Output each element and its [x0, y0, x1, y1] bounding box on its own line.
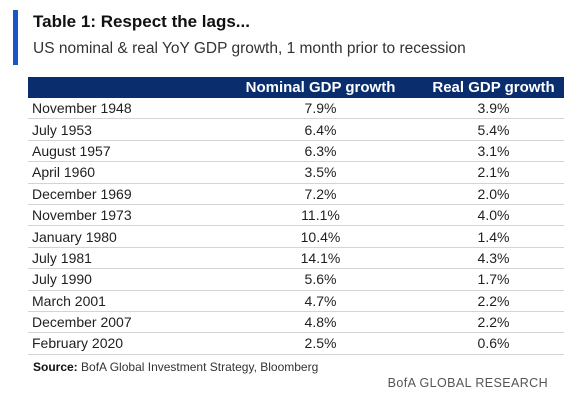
gdp-growth-table: Nominal GDP growth Real GDP growth Novem…: [28, 77, 564, 355]
real-gdp-growth-value: 1.7%: [423, 268, 564, 291]
column-header-real-gdp-growth: Real GDP growth: [423, 77, 564, 98]
table-row: November 1973 11.1% 4.0%: [28, 204, 564, 227]
real-gdp-growth-value: 1.4%: [423, 225, 564, 248]
table-row: July 1990 5.6% 1.7%: [28, 268, 564, 291]
source-label: Source:: [33, 360, 78, 374]
real-gdp-growth-value: 3.1%: [423, 140, 564, 163]
column-header-nominal-gdp-growth: Nominal GDP growth: [218, 77, 423, 98]
nominal-gdp-growth-value: 7.2%: [218, 183, 423, 205]
table-body: November 1948 7.9% 3.9% July 1953 6.4% 5.4% Au…: [28, 98, 564, 355]
table-row: July 1981 14.1% 4.3%: [28, 247, 564, 270]
real-gdp-growth-value: 2.0%: [423, 183, 564, 205]
real-gdp-growth-value: 4.3%: [423, 247, 564, 270]
table-row: April 1960 3.5% 2.1%: [28, 161, 564, 184]
source-note: Source: BofA Global Investment Strategy,…: [33, 360, 318, 374]
row-date: July 1990: [28, 268, 218, 291]
row-date: July 1981: [28, 247, 218, 270]
row-date: December 1969: [28, 183, 218, 205]
row-date: April 1960: [28, 161, 218, 184]
nominal-gdp-growth-value: 14.1%: [218, 247, 423, 270]
table-row: December 1969 7.2% 2.0%: [28, 183, 564, 205]
nominal-gdp-growth-value: 5.6%: [218, 268, 423, 291]
nominal-gdp-growth-value: 6.3%: [218, 140, 423, 163]
nominal-gdp-growth-value: 4.7%: [218, 290, 423, 312]
footer-brand: BofA GLOBAL RESEARCH: [387, 376, 548, 390]
row-date: January 1980: [28, 225, 218, 248]
row-date: March 2001: [28, 290, 218, 312]
table-row: November 1948 7.9% 3.9%: [28, 98, 564, 120]
title-accent-bar: [13, 10, 18, 65]
source-text: BofA Global Investment Strategy, Bloombe…: [81, 360, 319, 374]
nominal-gdp-growth-value: 11.1%: [218, 204, 423, 227]
real-gdp-growth-value: 0.6%: [423, 332, 564, 355]
nominal-gdp-growth-value: 4.8%: [218, 311, 423, 334]
table-row: January 1980 10.4% 1.4%: [28, 225, 564, 248]
table-row: February 2020 2.5% 0.6%: [28, 332, 564, 355]
row-date: August 1957: [28, 140, 218, 163]
real-gdp-growth-value: 5.4%: [423, 118, 564, 141]
row-date: November 1948: [28, 98, 218, 120]
table-row: December 2007 4.8% 2.2%: [28, 311, 564, 334]
nominal-gdp-growth-value: 10.4%: [218, 225, 423, 248]
real-gdp-growth-value: 2.2%: [423, 311, 564, 334]
row-date: November 1973: [28, 204, 218, 227]
real-gdp-growth-value: 3.9%: [423, 98, 564, 120]
nominal-gdp-growth-value: 7.9%: [218, 98, 423, 120]
real-gdp-growth-value: 4.0%: [423, 204, 564, 227]
nominal-gdp-growth-value: 2.5%: [218, 332, 423, 355]
table-row: March 2001 4.7% 2.2%: [28, 290, 564, 312]
real-gdp-growth-value: 2.2%: [423, 290, 564, 312]
nominal-gdp-growth-value: 6.4%: [218, 118, 423, 141]
real-gdp-growth-value: 2.1%: [423, 161, 564, 184]
table-header-row: Nominal GDP growth Real GDP growth: [28, 77, 564, 98]
nominal-gdp-growth-value: 3.5%: [218, 161, 423, 184]
row-date: February 2020: [28, 332, 218, 355]
column-header-date: [28, 77, 218, 98]
table-header: Nominal GDP growth Real GDP growth: [28, 77, 564, 98]
table-subtitle: US nominal & real YoY GDP growth, 1 mont…: [33, 40, 466, 57]
table-row: August 1957 6.3% 3.1%: [28, 140, 564, 163]
row-date: July 1953: [28, 118, 218, 141]
table-title: Table 1: Respect the lags...: [33, 12, 250, 31]
row-date: December 2007: [28, 311, 218, 334]
table-row: July 1953 6.4% 5.4%: [28, 118, 564, 141]
